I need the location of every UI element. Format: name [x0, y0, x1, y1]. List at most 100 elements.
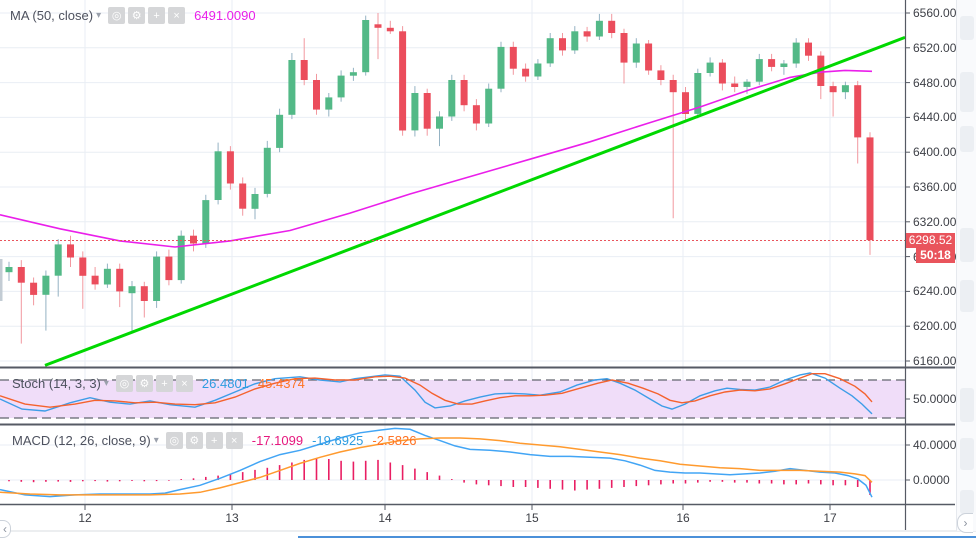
candle	[300, 38, 308, 86]
hide-icon[interactable]: ◎	[115, 375, 133, 392]
stoch-legend-label[interactable]: Stoch (14, 3, 3)	[12, 376, 101, 391]
macd-tick-label: 40.0000	[913, 438, 957, 452]
candle	[411, 86, 419, 137]
sidebar-block	[960, 16, 974, 40]
candle	[337, 70, 345, 102]
macd-legend-label[interactable]: MACD (12, 26, close, 9)	[12, 433, 151, 448]
close-icon[interactable]: ×	[168, 7, 186, 24]
candle	[645, 40, 653, 75]
candle	[177, 230, 185, 284]
hide-icon[interactable]: ◎	[165, 432, 183, 449]
candle	[436, 111, 443, 147]
candle	[854, 80, 862, 164]
time-tick-label: 16	[676, 511, 690, 525]
candle	[620, 28, 628, 84]
candle	[632, 38, 640, 68]
ma-legend-buttons: ◎ ⚙ + ×	[108, 7, 186, 24]
expand-sidebar-button[interactable]: ›	[957, 513, 973, 533]
time-tick-label: 17	[823, 511, 837, 525]
candle	[805, 38, 812, 61]
candle	[472, 99, 480, 131]
price-tick-label: 6480.00	[913, 75, 957, 90]
price-tick-label: 6360.00	[913, 180, 957, 194]
time-axis[interactable]: 12 13 14 15 16 17	[0, 505, 905, 531]
macd-line-value: -19.6925	[312, 433, 364, 448]
last-price-label: 6298.52	[906, 232, 955, 248]
candle	[509, 41, 517, 75]
price-tick-label: 6520.00	[913, 40, 957, 55]
candle	[817, 51, 825, 100]
hide-icon[interactable]: ◎	[108, 7, 126, 24]
settings-icon[interactable]: ⚙	[128, 7, 146, 24]
stoch-legend-buttons: ◎ ⚙ + ×	[115, 375, 193, 392]
candle	[497, 41, 505, 93]
candle	[386, 20, 394, 34]
settings-icon[interactable]: ⚙	[185, 432, 203, 449]
close-icon[interactable]: ×	[175, 375, 193, 392]
close-icon[interactable]: ×	[225, 432, 243, 449]
candle	[731, 76, 739, 93]
candle	[559, 33, 566, 56]
settings-icon[interactable]: ⚙	[135, 375, 153, 392]
candle	[79, 251, 87, 309]
price-tick-label: 6240.00	[913, 284, 957, 299]
stoch-legend: Stoch (14, 3, 3) ▾ ◎ ⚙ + × 26.4801 45.4374	[12, 375, 305, 392]
ma-value: 6491.0090	[194, 8, 256, 23]
macd-line	[0, 427, 873, 498]
macd-histogram	[8, 458, 871, 495]
time-tick-label: 13	[225, 511, 239, 525]
candle	[768, 53, 776, 72]
ma-line	[0, 69, 873, 248]
chevron-down-icon[interactable]: ▾	[153, 435, 159, 446]
add-icon[interactable]: +	[155, 375, 173, 392]
sidebar-block	[960, 72, 974, 112]
candle	[349, 67, 357, 81]
candle	[116, 263, 124, 308]
candle	[706, 57, 714, 77]
candle	[583, 26, 591, 42]
price-axis[interactable]: 6298.52 50:18 6560.00 6520.00 6480.00 6440.…	[905, 0, 956, 531]
candle	[423, 88, 431, 136]
candle	[780, 60, 788, 75]
candle	[313, 73, 320, 115]
sidebar-block	[960, 490, 974, 514]
candle	[829, 81, 837, 117]
candle	[54, 239, 62, 297]
macd-hist-value: -17.1099	[251, 433, 304, 448]
price-tick-label: 6320.00	[913, 214, 957, 229]
trend-line[interactable]	[44, 35, 906, 367]
candle	[103, 263, 111, 288]
macd-legend: MACD (12, 26, close, 9) ▾ ◎ ⚙ + × -17.1099 …	[12, 432, 417, 449]
ma-legend-label[interactable]: MA (50, close)	[10, 8, 94, 23]
partial-candle	[0, 259, 3, 301]
candle	[140, 281, 148, 318]
candle	[399, 26, 407, 136]
candle	[534, 59, 542, 80]
candle	[718, 59, 726, 91]
price-tick-label: 6160.00	[913, 354, 957, 368]
add-icon[interactable]: +	[205, 432, 223, 449]
price-tick-label: 6440.00	[913, 110, 957, 125]
chevron-left-icon: ‹	[3, 522, 7, 536]
chevron-down-icon[interactable]: ▾	[96, 10, 102, 21]
candle	[546, 33, 554, 67]
price-tick-label: 6200.00	[913, 319, 957, 334]
candle	[276, 108, 284, 153]
candle	[30, 277, 38, 306]
macd-legend-buttons: ◎ ⚙ + ×	[165, 432, 243, 449]
time-tick-label: 14	[378, 511, 392, 525]
candle	[866, 132, 874, 255]
stoch-d-value: 45.4374	[257, 376, 305, 391]
price-tick-label: 6560.00	[913, 6, 957, 20]
chevron-right-icon: ›	[963, 516, 968, 530]
candle	[595, 13, 603, 40]
candle	[669, 74, 677, 219]
add-icon[interactable]: +	[148, 7, 166, 24]
chevron-down-icon[interactable]: ▾	[103, 378, 109, 389]
candle	[608, 13, 616, 39]
macd-signal-line	[0, 437, 873, 496]
stoch-d-line	[0, 373, 873, 408]
candle	[165, 249, 173, 286]
